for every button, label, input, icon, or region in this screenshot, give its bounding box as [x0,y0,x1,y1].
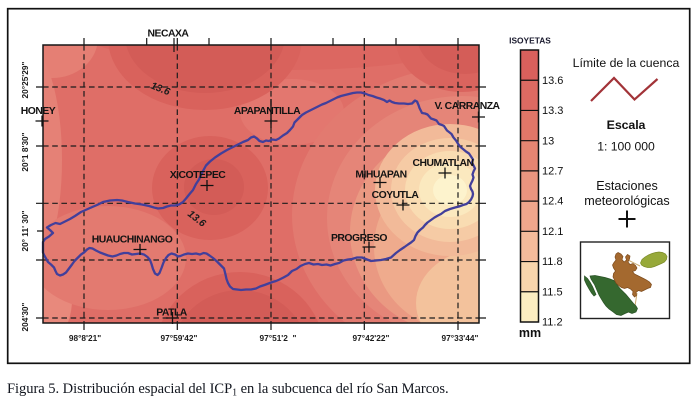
svg-text:NECAXA: NECAXA [148,29,190,40]
svg-text:204'30": 204'30" [20,302,30,331]
svg-text:HUAUCHINANGO: HUAUCHINANGO [92,235,173,246]
svg-text:Escala: Escala [607,118,646,132]
svg-text:CHUMATLAN: CHUMATLAN [412,158,473,169]
svg-text:PATLA: PATLA [156,308,188,319]
svg-text:APAPANTILLA: APAPANTILLA [234,106,301,117]
svg-text:HONEY: HONEY [21,106,56,117]
svg-text:20°25'29": 20°25'29" [20,61,30,98]
svg-text:98°8'21": 98°8'21" [69,333,101,343]
svg-text:Límite de la cuenca: Límite de la cuenca [573,56,680,70]
svg-text:PROGRESO: PROGRESO [331,233,387,244]
svg-text:13.6: 13.6 [542,75,563,87]
svg-text:97°51'2 ": 97°51'2 " [260,333,297,343]
svg-text:11.2: 11.2 [542,317,563,329]
svg-text:XICOTEPEC: XICOTEPEC [170,170,227,181]
svg-text:Figura 5. Distribución espacia: Figura 5. Distribución espacial del ICP1… [7,381,449,399]
svg-text:20° 11' 30": 20° 11' 30" [20,210,30,251]
svg-text:13.3: 13.3 [542,105,563,117]
svg-text:13: 13 [542,135,554,147]
svg-text:COYUTLA: COYUTLA [372,190,420,201]
svg-text:97°42'22": 97°42'22" [353,333,390,343]
svg-text:Estaciones: Estaciones [596,179,658,193]
svg-text:V. CARRANZA: V. CARRANZA [434,101,500,112]
svg-text:mm: mm [519,326,541,340]
svg-text:12.1: 12.1 [542,226,563,238]
svg-text:ISOYETAS: ISOYETAS [509,36,551,46]
svg-text:97°59'42": 97°59'42" [161,333,198,343]
svg-text:12.4: 12.4 [542,196,563,208]
svg-text:12.7: 12.7 [542,165,563,177]
svg-text:1: 100 000: 1: 100 000 [597,140,655,154]
svg-text:MIHUAPAN: MIHUAPAN [355,170,406,181]
svg-text:20°1 8'30": 20°1 8'30" [20,132,30,171]
svg-text:meteorológicas: meteorológicas [584,194,669,208]
svg-text:11.8: 11.8 [542,256,563,268]
svg-text:97°33'44": 97°33'44" [442,333,479,343]
svg-text:11.5: 11.5 [542,286,563,298]
